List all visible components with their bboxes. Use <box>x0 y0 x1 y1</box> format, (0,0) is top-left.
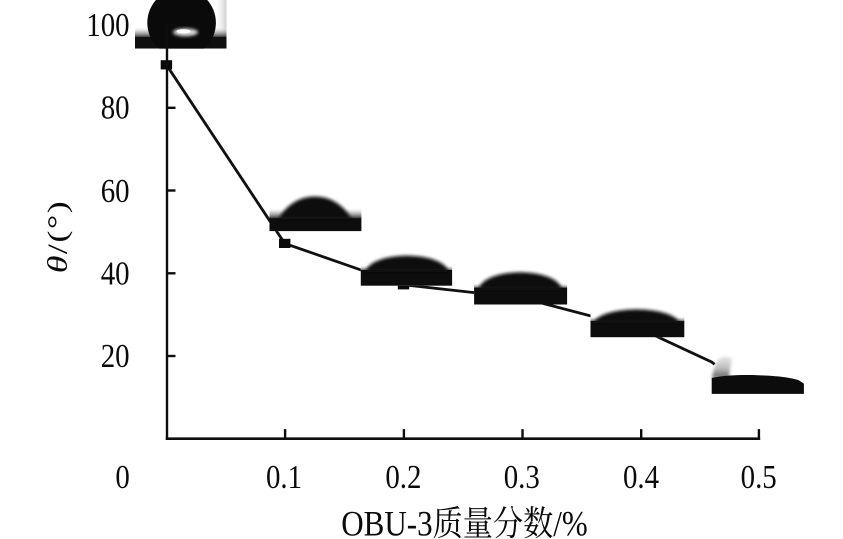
svg-text:θ/(°): θ/(°) <box>43 200 73 274</box>
svg-text:OBU-3: OBU-3 <box>341 504 432 539</box>
svg-text:0.3: 0.3 <box>504 458 540 496</box>
svg-text:0.4: 0.4 <box>623 458 659 496</box>
svg-text:100: 100 <box>86 6 129 44</box>
svg-text:/%: /% <box>553 504 587 539</box>
svg-text:40: 40 <box>101 254 130 292</box>
svg-text:0.5: 0.5 <box>741 458 777 496</box>
svg-text:0.2: 0.2 <box>385 458 421 496</box>
svg-text:60: 60 <box>101 172 130 210</box>
svg-text:0.1: 0.1 <box>266 458 302 496</box>
svg-text:20: 20 <box>101 337 130 375</box>
svg-text:80: 80 <box>101 89 130 127</box>
svg-text:0: 0 <box>115 458 129 496</box>
